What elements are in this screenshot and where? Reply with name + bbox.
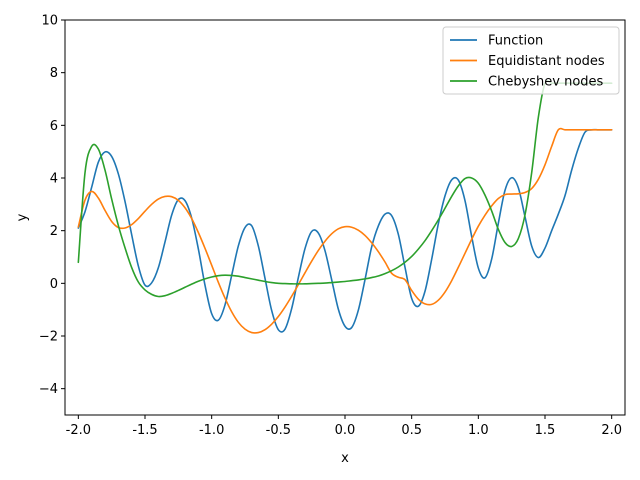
x-tick-label: 0.0 <box>335 423 356 438</box>
x-tick-label: 1.5 <box>535 423 556 438</box>
y-tick-label: 2 <box>50 224 58 239</box>
y-tick-label: 4 <box>50 172 58 187</box>
y-tick-label: 8 <box>50 66 58 81</box>
y-tick-label: 0 <box>50 277 58 292</box>
y-axis-label: y <box>15 213 30 221</box>
series-line-function <box>77 128 613 333</box>
x-tick-label: 0.5 <box>401 423 422 438</box>
legend-box <box>442 26 620 95</box>
x-tick-label: -1.0 <box>199 423 224 438</box>
y-tick-label: 6 <box>50 119 58 134</box>
x-axis-label: x <box>341 451 349 466</box>
x-tick-label: 2.0 <box>601 423 622 438</box>
x-tick-label: -1.5 <box>132 423 157 438</box>
legend-label-function: Function <box>488 34 543 49</box>
series-line-equidistant-nodes <box>77 127 613 334</box>
y-tick-label: 10 <box>41 14 58 29</box>
series-line-chebyshev-nodes <box>77 79 613 298</box>
legend-label-chebyshev-nodes: Chebyshev nodes <box>488 75 604 90</box>
series-layer <box>77 79 613 334</box>
x-axis: -2.0 -1.5 -1.0 -0.5 0.0 0.5 1.0 1.5 2.0 <box>66 415 622 438</box>
x-tick-label: -2.0 <box>66 423 91 438</box>
x-tick-label: -0.5 <box>266 423 291 438</box>
legend-label-equidistant-nodes: Equidistant nodes <box>488 54 605 69</box>
y-tick-label: −2 <box>39 330 58 345</box>
x-tick-label: 1.0 <box>468 423 489 438</box>
y-axis: −4 −2 0 2 4 6 8 10 <box>39 14 65 397</box>
legend: Function Equidistant nodes Chebyshev nodes <box>442 26 620 95</box>
y-tick-label: −4 <box>39 382 58 397</box>
